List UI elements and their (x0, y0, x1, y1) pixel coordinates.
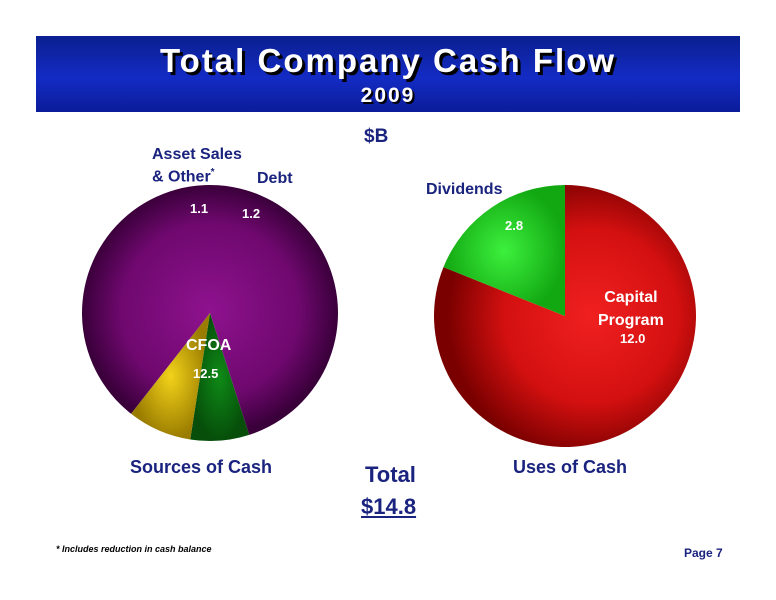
cfoa-value: 12.5 (193, 366, 219, 381)
asset-sales-value: 1.1 (190, 201, 209, 216)
title-banner: Total Company Cash Flow 2009 (36, 36, 740, 112)
uses-pie (434, 185, 697, 447)
slice-dividends (443, 185, 565, 316)
cfoa-label: CFOA (186, 337, 232, 354)
capital-program-label: Capital Program (598, 289, 664, 329)
capital-program-value: 12.0 (620, 331, 646, 346)
page-subtitle-year: 2009 (360, 84, 416, 107)
page-number: Page 7 (684, 546, 723, 560)
uses-of-cash-title: Uses of Cash (513, 457, 628, 477)
slice-cfoa (81, 185, 338, 435)
total-value: $14.8 (361, 494, 417, 519)
slice-debt (131, 313, 210, 440)
unit-label: $B (364, 126, 389, 147)
footnote: * Includes reduction in cash balance (56, 544, 212, 554)
debt-value: 1.2 (242, 206, 261, 221)
debt-label: Debt (257, 170, 293, 187)
page-title: Total Company Cash Flow (159, 42, 617, 79)
dividends-label: Dividends (426, 181, 503, 198)
asset-sales-label: Asset Sales & Other* (152, 146, 242, 186)
sources-pie (81, 185, 338, 442)
sources-of-cash-title: Sources of Cash (130, 457, 273, 477)
slice-asset-sales (190, 313, 250, 442)
total-label: Total (365, 462, 416, 487)
dividends-value: 2.8 (505, 218, 524, 233)
slice-capital-program (434, 185, 697, 447)
